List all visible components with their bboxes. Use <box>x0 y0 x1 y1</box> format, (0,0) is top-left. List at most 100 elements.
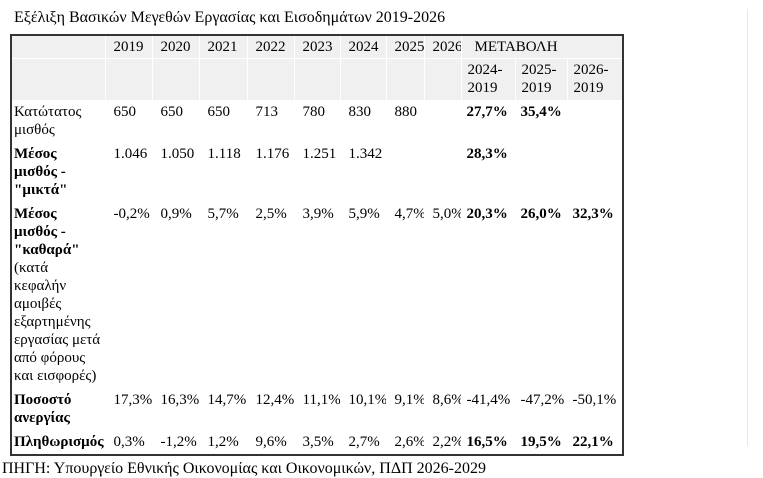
change-cell <box>566 100 624 143</box>
row-label: Κατώτατος μισθός <box>10 100 106 143</box>
row-label: Μέσος μισθός - "μικτά" <box>10 142 106 203</box>
value-cell: 17,3% <box>104 388 153 431</box>
empty-header-cell <box>423 58 462 101</box>
change-cell: 27,7% <box>460 100 516 143</box>
value-cell: 16,3% <box>151 388 200 431</box>
value-cell: 1.176 <box>246 142 295 203</box>
value-cell: 2,6% <box>385 430 425 456</box>
value-cell: 3,9% <box>293 202 341 389</box>
change-cell <box>514 142 568 203</box>
value-cell: 2,5% <box>246 202 295 389</box>
header-row-years: 2019 2020 2021 2022 2023 2024 2025 2026 … <box>10 34 624 59</box>
change-cell: -41,4% <box>460 388 516 431</box>
value-cell: 1.050 <box>151 142 200 203</box>
empty-header-cell <box>198 58 248 101</box>
row-label-regular: Κατώτατος μισθός <box>14 104 82 138</box>
column-header-2026-2019: 2026-2019 <box>566 58 624 101</box>
value-cell <box>423 142 462 203</box>
row-label-bold: Πληθωρισμός <box>14 434 104 450</box>
value-cell: 1.342 <box>339 142 387 203</box>
column-header-2023: 2023 <box>293 34 341 59</box>
value-cell: 1.251 <box>293 142 341 203</box>
value-cell: 12,4% <box>246 388 295 431</box>
value-cell: 4,7% <box>385 202 425 389</box>
change-cell: 26,0% <box>514 202 568 389</box>
column-header-2024-2019: 2024-2019 <box>460 58 516 101</box>
empty-header-cell <box>151 58 200 101</box>
header-row-change-periods: 2024-2019 2025-2019 2026-2019 <box>10 58 624 101</box>
value-cell: 2,2% <box>423 430 462 456</box>
value-cell: 3,5% <box>293 430 341 456</box>
corner-cell <box>10 34 106 59</box>
value-cell: 9,1% <box>385 388 425 431</box>
value-cell: 0,3% <box>104 430 153 456</box>
change-cell: 16,5% <box>460 430 516 456</box>
value-cell: 650 <box>198 100 248 143</box>
value-cell <box>385 142 425 203</box>
change-cell: -47,2% <box>514 388 568 431</box>
value-cell: 780 <box>293 100 341 143</box>
change-cell: 20,3% <box>460 202 516 389</box>
source-note: ΠΗΓΗ: Υπουργείο Εθνικής Οικονομίας και Ο… <box>2 460 486 477</box>
row-label-bold: Μέσος μισθός - "καθαρά" <box>14 206 80 258</box>
table-row-inflation: Πληθωρισμός 0,3% -1,2% 1,2% 9,6% 3,5% 2,… <box>10 430 624 456</box>
value-cell: 11,1% <box>293 388 341 431</box>
value-cell: -0,2% <box>104 202 153 389</box>
column-header-2019: 2019 <box>104 34 153 59</box>
column-header-2020: 2020 <box>151 34 200 59</box>
empty-header-cell <box>10 58 106 101</box>
row-label: Πληθωρισμός <box>10 430 106 456</box>
change-cell: -50,1% <box>566 388 624 431</box>
change-cell: 32,3% <box>566 202 624 389</box>
table-row-minimum-wage: Κατώτατος μισθός 650 650 650 713 780 830… <box>10 100 624 143</box>
empty-header-cell <box>246 58 295 101</box>
page-title: Εξέλιξη Βασικών Μεγεθών Εργασίας και Εισ… <box>14 9 446 26</box>
value-cell: 8,6% <box>423 388 462 431</box>
change-cell: 28,3% <box>460 142 516 203</box>
value-cell: 880 <box>385 100 425 143</box>
column-header-2025-2019: 2025-2019 <box>514 58 568 101</box>
value-cell: 713 <box>246 100 295 143</box>
change-cell: 22,1% <box>566 430 624 456</box>
empty-header-cell <box>104 58 153 101</box>
value-cell: 5,7% <box>198 202 248 389</box>
value-cell: 5,0% <box>423 202 462 389</box>
value-cell: 10,1% <box>339 388 387 431</box>
change-cell: 19,5% <box>514 430 568 456</box>
column-header-2025: 2025 <box>385 34 425 59</box>
value-cell: 9,6% <box>246 430 295 456</box>
value-cell: 1.118 <box>198 142 248 203</box>
value-cell: 650 <box>104 100 153 143</box>
value-cell: 2,7% <box>339 430 387 456</box>
column-header-2024: 2024 <box>339 34 387 59</box>
column-header-2026: 2026 <box>423 34 462 59</box>
value-cell: 830 <box>339 100 387 143</box>
page: { "page": { "title": "Εξέλιξη Βασικών Με… <box>0 9 763 477</box>
change-cell: 35,4% <box>514 100 568 143</box>
column-header-metavoli: ΜΕΤΑΒΟΛΗ <box>460 34 624 59</box>
table-row-average-wage-gross: Μέσος μισθός - "μικτά" 1.046 1.050 1.118… <box>10 142 624 203</box>
value-cell: 5,9% <box>339 202 387 389</box>
empty-header-cell <box>293 58 341 101</box>
row-label: Μέσος μισθός - "καθαρά" (κατά κεφαλήν αμ… <box>10 202 106 389</box>
row-label-bold: Μέσος μισθός - "μικτά" <box>14 146 68 198</box>
value-cell: 0,9% <box>151 202 200 389</box>
page-edge-line <box>747 9 748 446</box>
value-cell: 650 <box>151 100 200 143</box>
row-label: Ποσοστό ανεργίας <box>10 388 106 431</box>
table-row-average-wage-net: Μέσος μισθός - "καθαρά" (κατά κεφαλήν αμ… <box>10 202 624 389</box>
value-cell: 14,7% <box>198 388 248 431</box>
column-header-2021: 2021 <box>198 34 248 59</box>
value-cell: -1,2% <box>151 430 200 456</box>
change-cell <box>566 142 624 203</box>
empty-header-cell <box>385 58 425 101</box>
column-header-2022: 2022 <box>246 34 295 59</box>
row-label-regular: (κατά κεφαλήν αμοιβές εξαρτημένης εργασί… <box>14 260 101 384</box>
value-cell: 1,2% <box>198 430 248 456</box>
value-cell: 1.046 <box>104 142 153 203</box>
value-cell <box>423 100 462 143</box>
table-row-unemployment-rate: Ποσοστό ανεργίας 17,3% 16,3% 14,7% 12,4%… <box>10 388 624 431</box>
empty-header-cell <box>339 58 387 101</box>
data-table: 2019 2020 2021 2022 2023 2024 2025 2026 … <box>10 34 625 456</box>
row-label-bold: Ποσοστό ανεργίας <box>14 392 72 426</box>
